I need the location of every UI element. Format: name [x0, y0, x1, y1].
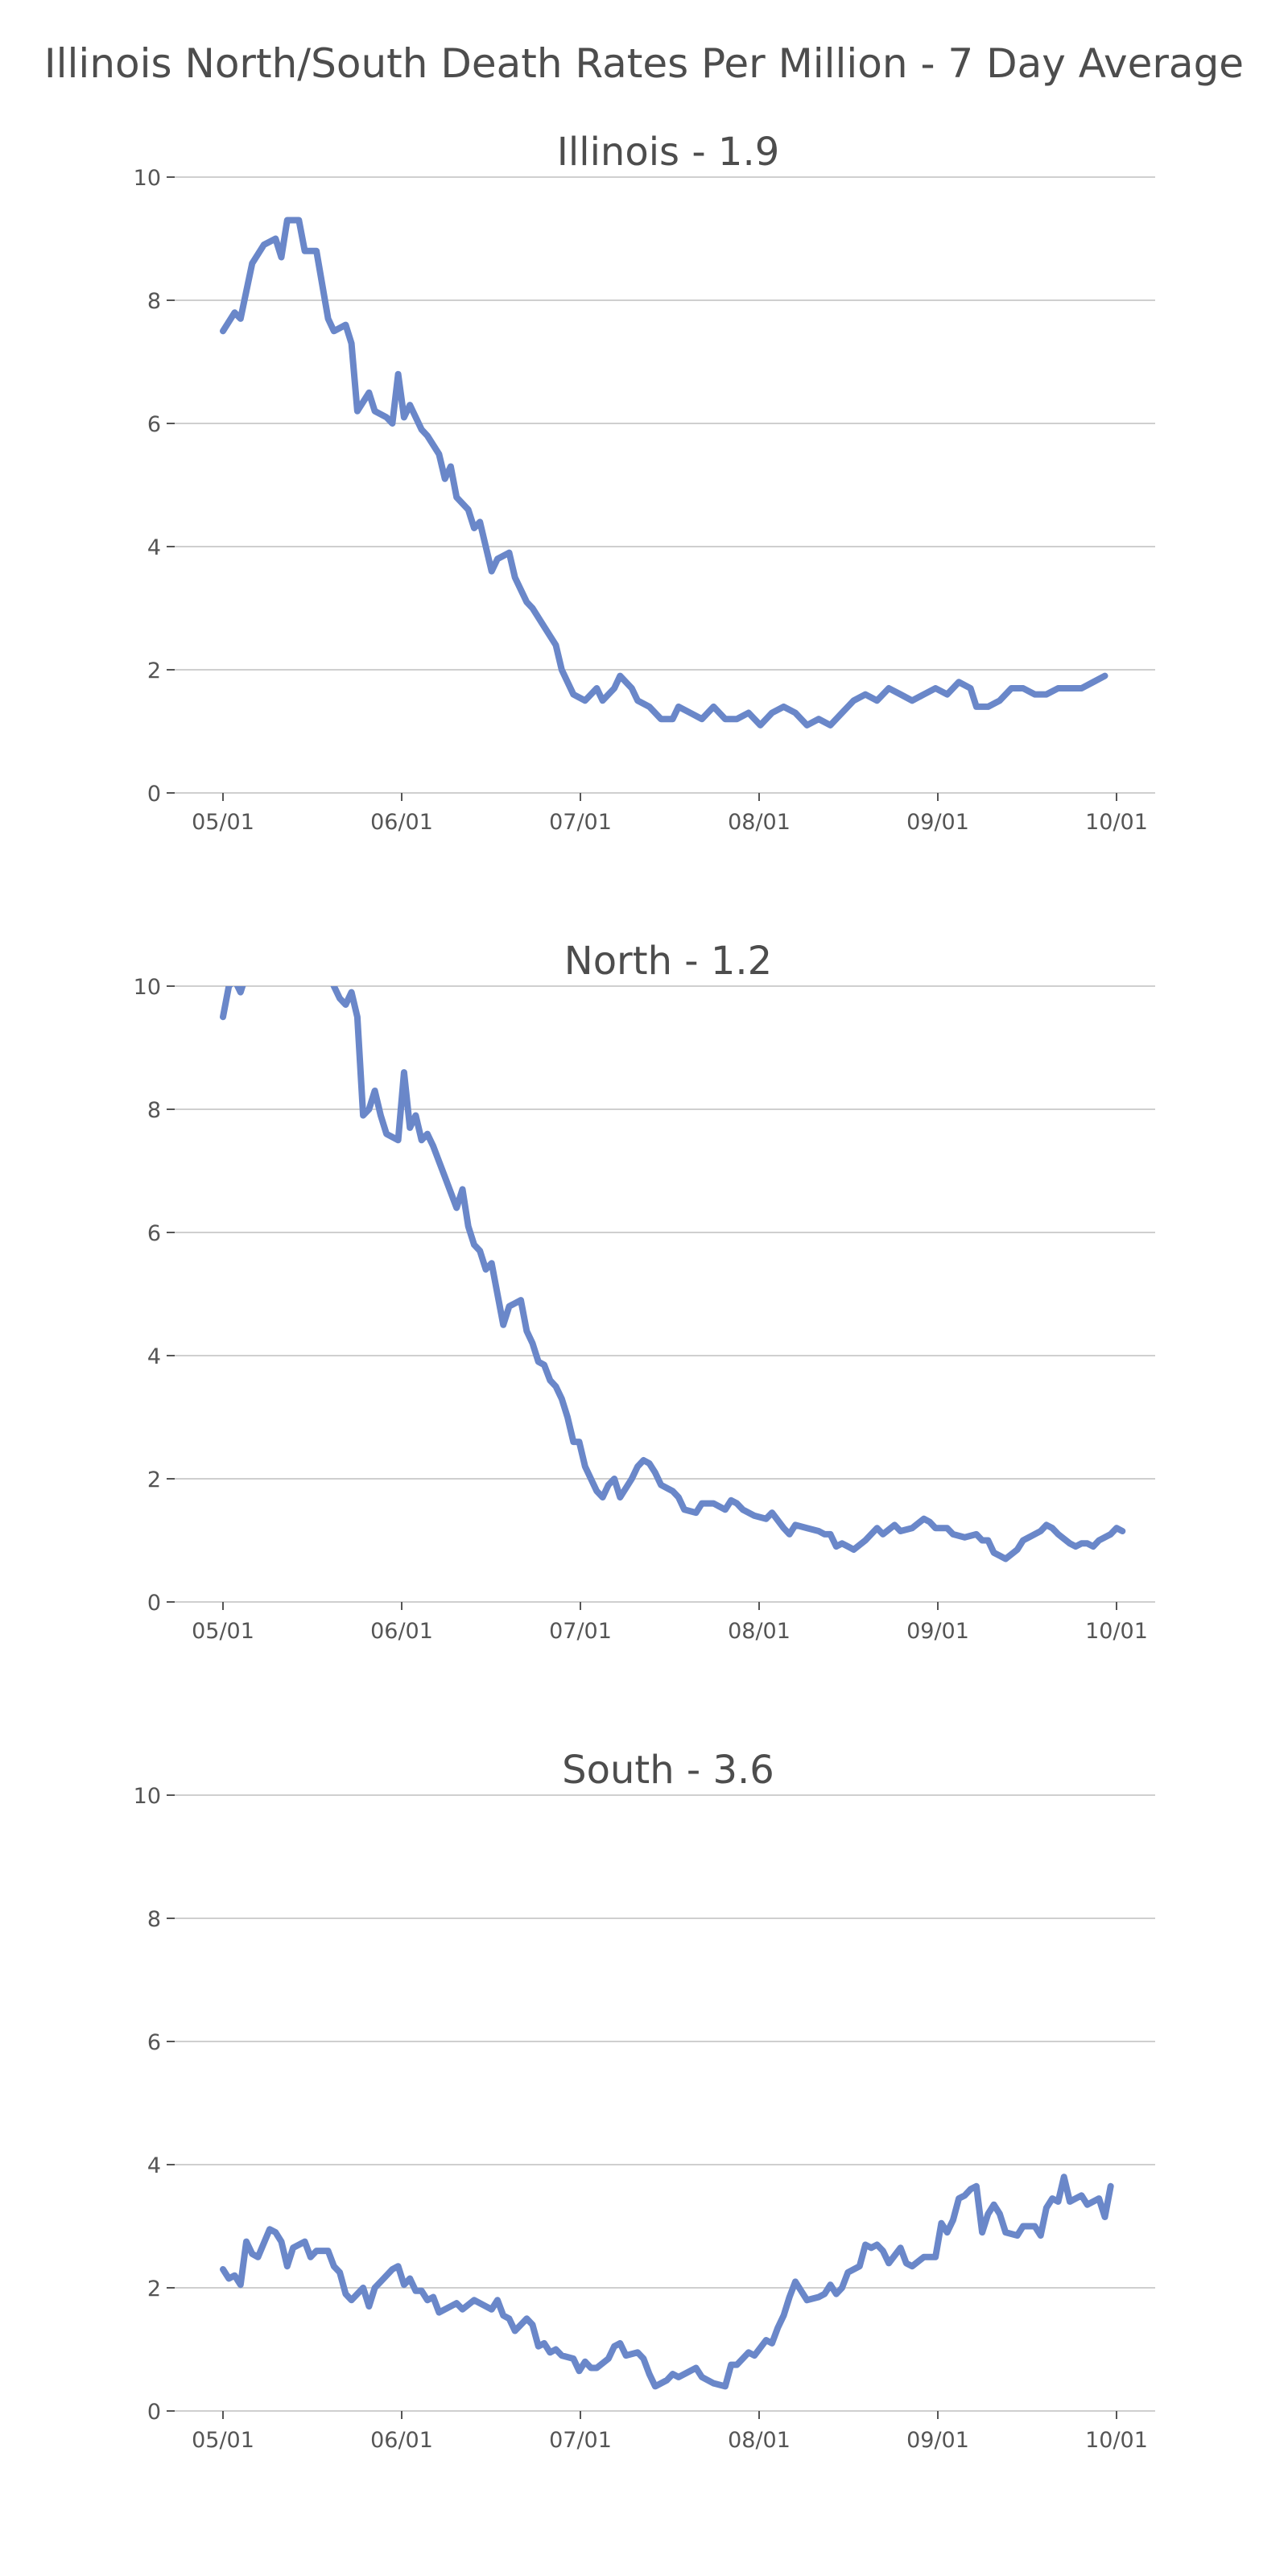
y-tick-label: 0 — [147, 782, 161, 807]
x-tick-label: 10/01 — [1085, 1619, 1148, 1644]
x-tick-label: 05/01 — [192, 1619, 254, 1644]
y-tick-label: 4 — [147, 535, 161, 560]
chart-title: South - 3.6 — [562, 1748, 774, 1793]
x-tick-label: 08/01 — [728, 810, 791, 835]
x-tick-label: 06/01 — [370, 2428, 433, 2453]
chart-panel-south: South - 3.6 0 2 4 6 8 10 05/01 06/01 07/01 08/01 09… — [134, 1748, 1155, 2453]
series-line — [220, 986, 1126, 1563]
y-tick-label: 6 — [147, 1221, 161, 1246]
x-tick-label: 10/01 — [1085, 810, 1148, 835]
y-tick-label: 2 — [147, 1468, 161, 1492]
y-tick-label: 6 — [147, 412, 161, 437]
figure-title: Illinois North/South Death Rates Per Mil… — [43, 40, 1245, 87]
x-tick-label: 07/01 — [549, 1619, 612, 1644]
x-tick-label: 06/01 — [370, 810, 433, 835]
x-tick-label: 09/01 — [906, 2428, 969, 2453]
chart-title: North - 1.2 — [564, 939, 772, 984]
y-tick-label: 8 — [147, 1098, 161, 1123]
y-tick-label: 10 — [134, 166, 161, 191]
chart-panel-illinois: Illinois - 1.9 0 2 4 6 8 10 05/01 06/01 07/01 08/0… — [134, 130, 1155, 835]
chart-title: Illinois - 1.9 — [557, 130, 779, 175]
x-tick-label: 05/01 — [192, 810, 254, 835]
x-tick-label: 09/01 — [906, 810, 969, 835]
x-tick-label: 08/01 — [728, 1619, 791, 1644]
y-tick-label: 4 — [147, 1344, 161, 1369]
x-tick-label: 09/01 — [906, 1619, 969, 1644]
x-tick-label: 10/01 — [1085, 2428, 1148, 2453]
x-tick-label: 08/01 — [728, 2428, 791, 2453]
y-tick-label: 10 — [134, 1784, 161, 1809]
x-tick-label: 06/01 — [370, 1619, 433, 1644]
y-tick-label: 0 — [147, 2400, 161, 2425]
y-tick-label: 10 — [134, 975, 161, 1000]
series-line — [220, 2174, 1114, 2390]
y-tick-label: 0 — [147, 1591, 161, 1616]
chart-panel-north: North - 1.2 0 2 4 6 8 10 05/01 06/01 07/01 08/01 09… — [134, 939, 1155, 1644]
x-tick-label: 07/01 — [549, 2428, 612, 2453]
y-tick-label: 2 — [147, 2277, 161, 2301]
y-tick-label: 4 — [147, 2153, 161, 2178]
x-tick-label: 07/01 — [549, 810, 612, 835]
y-tick-label: 6 — [147, 2030, 161, 2055]
y-tick-label: 2 — [147, 658, 161, 683]
series-line — [220, 217, 1108, 729]
y-tick-label: 8 — [147, 1907, 161, 1932]
y-tick-label: 8 — [147, 289, 161, 314]
x-tick-label: 05/01 — [192, 2428, 254, 2453]
